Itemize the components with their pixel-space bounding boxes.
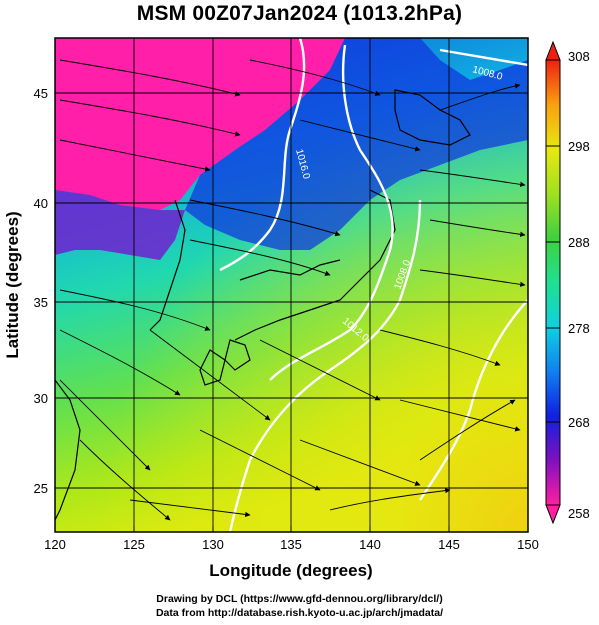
x-tick-label: 150 — [517, 537, 539, 552]
x-tick-marks — [54, 526, 529, 532]
cold-region-northwest — [55, 38, 345, 210]
x-tick-label: 135 — [280, 537, 302, 552]
x-axis-title: Longitude (degrees) — [209, 561, 372, 580]
x-tick-label: 130 — [202, 537, 224, 552]
x-tick-label: 120 — [44, 537, 66, 552]
y-tick-label: 45 — [34, 86, 48, 101]
credits: Drawing by DCL (https://www.gfd-dennou.o… — [0, 592, 599, 620]
colorbar-top-arrow — [545, 40, 561, 61]
y-tick-label: 30 — [34, 391, 48, 406]
map-plot-area — [55, 38, 528, 532]
cold-region-korea — [55, 190, 185, 260]
colorbar-tick-label: 298 — [568, 139, 590, 154]
colorbar-tick-label: 308 — [568, 49, 590, 64]
isobars — [219, 38, 528, 532]
colorbar: 308 298 288 278 268 258 — [545, 40, 590, 525]
colorbar-bottom-arrow — [545, 504, 561, 525]
colorbar-tick-label: 258 — [568, 506, 590, 521]
colorbar-tick-label: 268 — [568, 415, 590, 430]
x-tick-label: 140 — [359, 537, 381, 552]
x-tick-label: 125 — [123, 537, 145, 552]
y-tick-label: 25 — [34, 481, 48, 496]
chart-title: MSM 00Z07Jan2024 (1013.2hPa) — [136, 2, 463, 25]
y-tick-label: 35 — [34, 295, 48, 310]
credits-drawing: Drawing by DCL (https://www.gfd-dennou.o… — [156, 593, 443, 605]
lat-lon-grid — [55, 38, 528, 532]
x-tick-label: 145 — [438, 537, 460, 552]
wind-streamlines — [59, 59, 526, 521]
colorbar-body — [545, 59, 561, 506]
colorbar-tick-label: 288 — [568, 235, 590, 250]
colorbar-tick-label: 278 — [568, 321, 590, 336]
y-tick-label: 40 — [34, 196, 48, 211]
credits-data: Data from http://database.rish.kyoto-u.a… — [155, 607, 444, 619]
y-axis-title: Latitude (degrees) — [3, 211, 22, 358]
